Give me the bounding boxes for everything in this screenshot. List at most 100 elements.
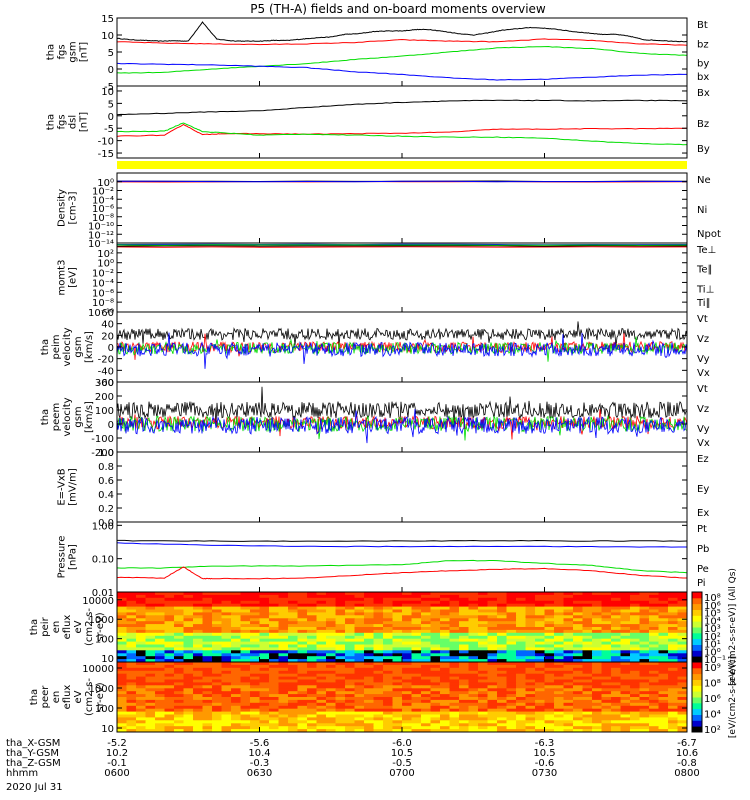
heat-cell-peer — [535, 699, 545, 704]
heat-cell-peer — [269, 670, 279, 675]
heat-cell-peer — [164, 670, 175, 675]
data-layer — [116, 21, 702, 733]
ytick-label-peem_vel: -200 — [91, 448, 114, 459]
heat-cell-peer — [193, 664, 203, 669]
heat-cell-peer — [497, 702, 507, 707]
heat-cell-peir — [497, 600, 507, 605]
heat-cell-peer — [459, 691, 469, 695]
heat-cell-peir — [326, 615, 336, 619]
heat-cell-peer — [459, 699, 469, 704]
ytick-label-peim_vel: 0 — [108, 343, 114, 354]
heat-cell-peer — [259, 717, 270, 721]
heat-cell-peer — [677, 694, 688, 698]
heat-cell-peer — [421, 667, 431, 672]
heat-cell-peer — [430, 667, 441, 672]
heat-cell-peir — [164, 656, 175, 660]
heat-cell-peer — [145, 717, 156, 721]
heat-cell-peir — [155, 641, 165, 645]
ytick-label-fgs_gsm: 0 — [108, 65, 114, 76]
heat-cell-peer — [373, 711, 384, 715]
heat-cell-peir — [145, 638, 156, 643]
heat-cell-peer — [506, 676, 517, 680]
heat-cell-peer — [354, 670, 365, 675]
heat-cell-peer — [411, 667, 422, 672]
heat-cell-peir — [354, 618, 365, 622]
heat-cell-peir — [164, 629, 175, 634]
heat-cell-peer — [468, 702, 479, 707]
heat-cell-peir — [117, 650, 127, 654]
heat-cell-peir — [468, 650, 479, 654]
heat-cell-peer — [658, 676, 669, 680]
ylabel-fgs_gsm: fgs — [57, 44, 68, 59]
heat-cell-peer — [630, 714, 640, 718]
heat-cell-peer — [354, 714, 365, 718]
heat-cell-peir — [221, 641, 232, 645]
heat-cell-peir — [440, 638, 450, 643]
heat-cell-peir — [335, 632, 346, 637]
heat-cell-peer — [383, 691, 393, 695]
heat-cell-peer — [554, 688, 564, 692]
heat-cell-peer — [316, 717, 327, 721]
heat-cell-peer — [544, 670, 555, 675]
heat-cell-peir — [411, 659, 422, 663]
heat-cell-peir — [601, 641, 612, 645]
heat-cell-peer — [354, 685, 365, 689]
heat-cell-peir — [497, 629, 507, 634]
heat-cell-peer — [221, 711, 232, 715]
heat-cell-peer — [630, 664, 640, 669]
heat-cell-peir — [459, 592, 469, 596]
heat-cell-peir — [468, 656, 479, 660]
heat-cell-peir — [497, 641, 507, 645]
heat-cell-peer — [525, 708, 536, 713]
heat-cell-peir — [459, 621, 469, 625]
ylabel-peer: eflux — [62, 685, 73, 710]
heat-cell-peir — [288, 612, 298, 616]
heat-cell-peer — [658, 673, 669, 678]
heat-cell-peer — [658, 729, 669, 733]
legend-pressure-Pe: Pe — [697, 564, 709, 575]
heat-cell-peir — [601, 635, 612, 640]
heat-cell-peer — [297, 708, 308, 713]
heat-cell-peer — [639, 705, 650, 710]
ytick-label-fgs_gsm: -5 — [104, 82, 114, 93]
heat-cell-peir — [639, 656, 650, 660]
heat-cell-peir — [658, 600, 669, 605]
heat-cell-peer — [468, 708, 479, 713]
heat-cell-peir — [259, 656, 270, 660]
heat-cell-peir — [373, 659, 384, 663]
heat-cell-peer — [544, 667, 555, 672]
heat-cell-peer — [402, 720, 412, 724]
heat-cell-peir — [573, 627, 583, 631]
heat-cell-peer — [402, 688, 412, 692]
ytick-label-peir: 10 — [101, 654, 114, 665]
heat-cell-peer — [449, 688, 460, 692]
ytick-label-fgs_dsl: 10 — [101, 87, 114, 98]
heat-cell-peer — [193, 711, 203, 715]
heat-cell-peir — [155, 612, 165, 616]
heat-cell-peir — [658, 603, 669, 608]
heat-cell-peer — [183, 694, 194, 698]
heat-cell-peer — [345, 720, 355, 724]
heat-cell-peer — [240, 729, 251, 733]
heat-cell-peer — [250, 670, 260, 675]
heat-cell-peir — [668, 600, 678, 605]
heat-cell-peir — [136, 624, 146, 628]
heat-cell-peir — [459, 656, 469, 660]
heat-cell-peir — [326, 650, 336, 654]
heat-cell-peer — [639, 667, 650, 672]
heat-cell-peer — [402, 662, 412, 666]
heat-cell-peir — [240, 615, 251, 619]
ytick-label-density: 10⁻⁴ — [92, 195, 114, 206]
heat-cell-peir — [430, 612, 441, 616]
heat-cell-peer — [430, 691, 441, 695]
heat-cell-peir — [563, 659, 574, 663]
heat-cell-peir — [620, 653, 631, 657]
heat-cell-peer — [174, 723, 184, 727]
heat-cell-peir — [174, 612, 184, 616]
heat-cell-peir — [259, 618, 270, 622]
heat-cell-peer — [136, 726, 146, 730]
heat-cell-peir — [421, 592, 431, 596]
heat-cell-peer — [421, 714, 431, 718]
heat-cell-peir — [145, 594, 156, 599]
heat-cell-peir — [620, 615, 631, 619]
